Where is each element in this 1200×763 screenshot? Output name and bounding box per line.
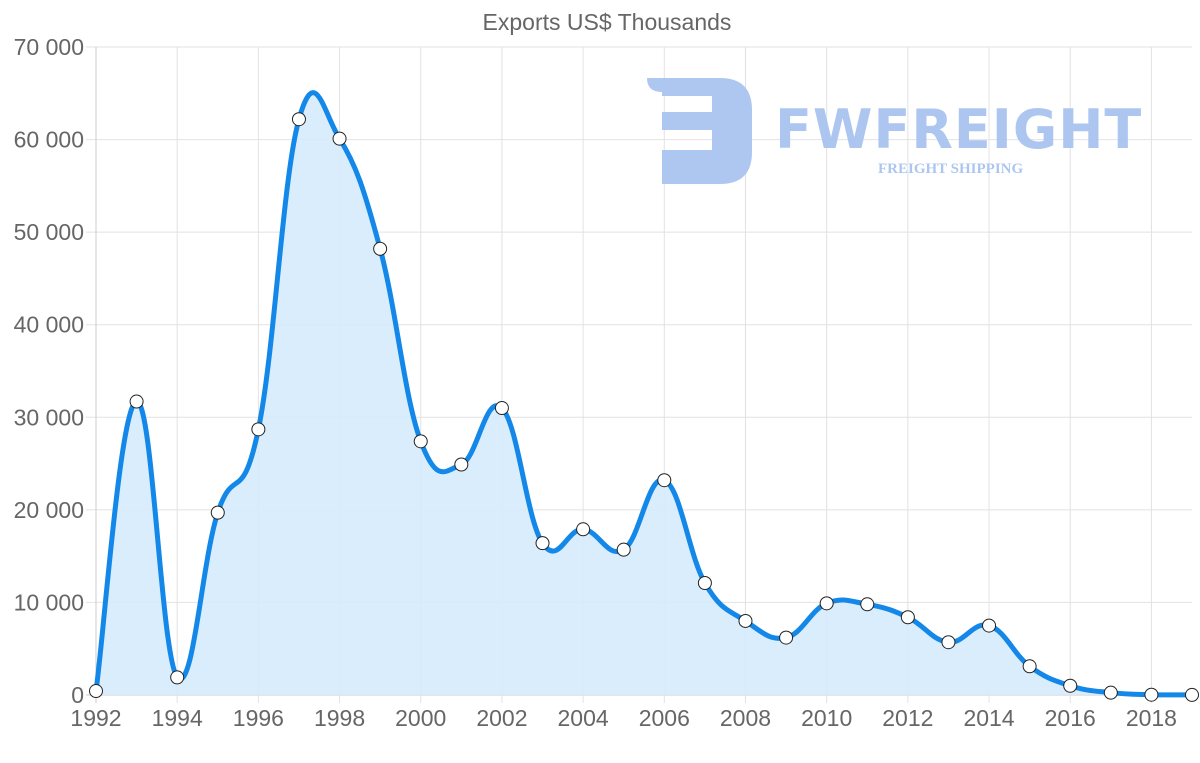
- data-point-marker: [982, 618, 997, 633]
- x-tick-label: 2010: [801, 705, 852, 731]
- y-tick-label: 30 000: [14, 404, 84, 430]
- data-point-marker: [1063, 678, 1078, 693]
- data-point-marker: [535, 536, 550, 551]
- x-tick-label: 2004: [558, 705, 609, 731]
- data-point-marker: [616, 542, 631, 557]
- x-tick-label: 2008: [720, 705, 771, 731]
- data-point-marker: [454, 457, 469, 472]
- x-tick-label: 1992: [70, 705, 121, 731]
- data-point-marker: [332, 131, 347, 146]
- watermark-tagline: FREIGHT SHIPPING: [878, 161, 1023, 177]
- x-axis-labels: 1992 1994 1996 1998 2000 2002 2004 2006 2008 2010…: [70, 705, 1177, 731]
- watermark-brand: FWFREIGHT: [775, 98, 1142, 161]
- y-tick-label: 70 000: [14, 34, 84, 60]
- data-point-marker: [697, 575, 712, 590]
- data-point-marker: [291, 112, 306, 127]
- data-points: [89, 112, 1199, 702]
- data-point-marker: [251, 422, 266, 437]
- y-axis-labels: 0 10 000 20 000 30 000 40 000 50 000 60 000 70 …: [14, 34, 84, 708]
- y-tick-label: 50 000: [14, 219, 84, 245]
- y-tick-label: 20 000: [14, 497, 84, 523]
- y-tick-label: 60 000: [14, 127, 84, 153]
- data-point-marker: [1103, 685, 1118, 700]
- data-point-marker: [860, 597, 875, 612]
- fwfreight-watermark-logo: FWFREIGHT FREIGHT SHIPPING: [647, 78, 1142, 184]
- data-point-marker: [819, 596, 834, 611]
- data-point-marker: [1144, 687, 1159, 702]
- x-tick-label: 2012: [882, 705, 933, 731]
- x-tick-label: 1998: [314, 705, 365, 731]
- x-tick-label: 2016: [1045, 705, 1096, 731]
- data-point-marker: [413, 434, 428, 449]
- data-point-marker: [170, 670, 185, 685]
- data-point-marker: [738, 613, 753, 628]
- data-point-marker: [576, 522, 591, 537]
- data-point-marker: [373, 241, 388, 256]
- data-point-marker: [210, 505, 225, 520]
- x-tick-label: 1994: [152, 705, 203, 731]
- x-tick-label: 1996: [233, 705, 284, 731]
- data-point-marker: [89, 684, 103, 699]
- y-tick-label: 40 000: [14, 312, 84, 338]
- x-tick-label: 2002: [476, 705, 527, 731]
- x-tick-label: 2000: [395, 705, 446, 731]
- y-tick-label: 10 000: [14, 589, 84, 615]
- data-point-marker: [941, 635, 956, 650]
- data-point-marker: [657, 473, 672, 488]
- x-tick-label: 2018: [1126, 705, 1177, 731]
- y-tick-label: 0: [71, 682, 84, 708]
- series-area-fill: [96, 92, 1192, 695]
- chart-title: Exports US$ Thousands: [483, 9, 732, 35]
- x-tick-label: 2014: [963, 705, 1014, 731]
- x-tick-label: 2006: [639, 705, 690, 731]
- data-point-marker: [900, 610, 915, 625]
- data-point-marker: [1022, 659, 1037, 674]
- data-point-marker: [129, 394, 144, 409]
- data-point-marker: [1185, 687, 1199, 702]
- data-point-marker: [779, 630, 794, 645]
- logo-mark-icon: [647, 78, 752, 184]
- data-point-marker: [494, 401, 509, 416]
